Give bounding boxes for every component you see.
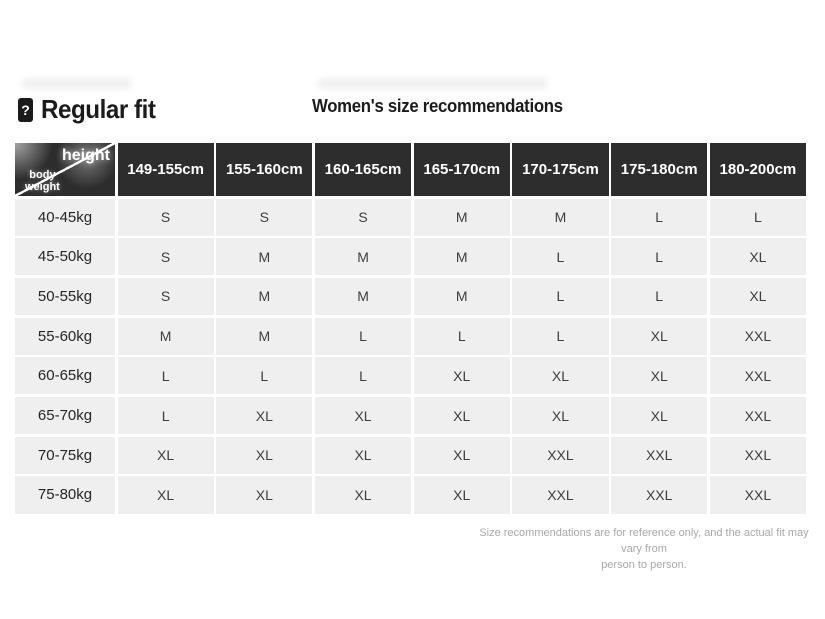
size-cell: XL: [117, 476, 214, 514]
size-cell: L: [314, 357, 412, 395]
weight-label-cell: 70-75kg: [15, 436, 115, 474]
size-cell: M: [413, 238, 510, 276]
size-cell: M: [314, 277, 412, 316]
size-cell: XL: [611, 357, 708, 395]
table-title: Women's size recommendations: [312, 96, 563, 116]
body-weight-axis-label-line2: weight: [25, 181, 60, 193]
size-cell: XL: [611, 317, 708, 355]
size-cell: XL: [216, 476, 313, 514]
fit-type-label: Regular fit: [41, 94, 156, 124]
size-cell: XL: [413, 357, 510, 395]
size-cell: XXL: [709, 476, 806, 514]
size-cell: L: [117, 396, 214, 435]
size-cell: XXL: [512, 476, 609, 514]
weight-label-cell: 65-70kg: [15, 396, 115, 435]
weight-label-cell: 55-60kg: [15, 317, 115, 355]
body-weight-axis-label: body weight: [25, 169, 60, 193]
footer-disclaimer: Size recommendations are for reference o…: [478, 525, 810, 573]
missing-glyph-icon: ?: [18, 97, 33, 122]
size-cell: XL: [611, 396, 708, 435]
size-cell: M: [314, 238, 412, 276]
size-cell: M: [216, 317, 313, 355]
size-cell: M: [512, 198, 609, 236]
size-cell: XL: [314, 476, 412, 514]
size-cell: XL: [413, 476, 510, 514]
size-cell: S: [117, 277, 214, 316]
fit-type-heading: ? Regular fit: [18, 94, 164, 125]
size-cell: S: [216, 198, 313, 236]
size-cell: XXL: [709, 357, 806, 395]
size-table: height body weight 149-155cm 155-160cm 160…: [15, 143, 806, 514]
size-cell: XXL: [709, 317, 806, 355]
size-cell: M: [413, 277, 510, 316]
size-cell: M: [216, 277, 313, 316]
size-cell: L: [413, 317, 510, 355]
weight-label-cell: 60-65kg: [15, 357, 115, 395]
footer-disclaimer-line1: Size recommendations are for reference o…: [479, 527, 809, 555]
size-cell: XL: [512, 396, 609, 435]
size-cell: M: [117, 317, 214, 355]
height-header-cell: 165-170cm: [413, 143, 510, 196]
size-cell: XXL: [611, 476, 708, 514]
size-cell: XL: [314, 436, 412, 474]
weight-label-cell: 45-50kg: [15, 238, 115, 276]
size-cell: XL: [216, 436, 313, 474]
size-cell: S: [314, 198, 412, 236]
size-cell: XL: [413, 436, 510, 474]
body-weight-axis-label-line1: body: [29, 169, 56, 181]
size-cell: XXL: [611, 436, 708, 474]
height-header-cell: 160-165cm: [314, 143, 412, 196]
size-cell: XL: [314, 396, 412, 435]
height-header-cell: 149-155cm: [117, 143, 214, 196]
size-cell: M: [413, 198, 510, 236]
size-cell: S: [117, 198, 214, 236]
height-axis-label: height: [62, 147, 110, 164]
weight-label-cell: 75-80kg: [15, 476, 115, 514]
weight-label-cell: 50-55kg: [15, 277, 115, 316]
size-cell: L: [117, 357, 214, 395]
size-cell: L: [611, 277, 708, 316]
size-cell: L: [611, 238, 708, 276]
height-header-cell: 155-160cm: [216, 143, 313, 196]
weight-label-cell: 40-45kg: [15, 198, 115, 236]
size-cell: S: [117, 238, 214, 276]
size-cell: L: [314, 317, 412, 355]
size-cell: XL: [413, 396, 510, 435]
translation-ghost-artifact: [22, 78, 132, 89]
size-cell: L: [512, 277, 609, 316]
size-cell: L: [709, 198, 806, 236]
size-cell: XXL: [512, 436, 609, 474]
size-cell: L: [512, 317, 609, 355]
height-header-cell: 180-200cm: [709, 143, 806, 196]
size-cell: L: [216, 357, 313, 395]
footer-disclaimer-line2: person to person.: [601, 559, 687, 571]
size-cell: XL: [512, 357, 609, 395]
size-cell: XXL: [709, 436, 806, 474]
size-cell: L: [512, 238, 609, 276]
table-corner-cell: height body weight: [15, 143, 115, 196]
height-header-cell: 170-175cm: [512, 143, 609, 196]
size-cell: XXL: [709, 396, 806, 435]
size-cell: XL: [709, 277, 806, 316]
size-cell: M: [216, 238, 313, 276]
translation-ghost-artifact: [318, 78, 548, 89]
size-cell: L: [611, 198, 708, 236]
size-cell: XL: [709, 238, 806, 276]
size-cell: XL: [216, 396, 313, 435]
size-cell: XL: [117, 436, 214, 474]
height-header-cell: 175-180cm: [611, 143, 708, 196]
